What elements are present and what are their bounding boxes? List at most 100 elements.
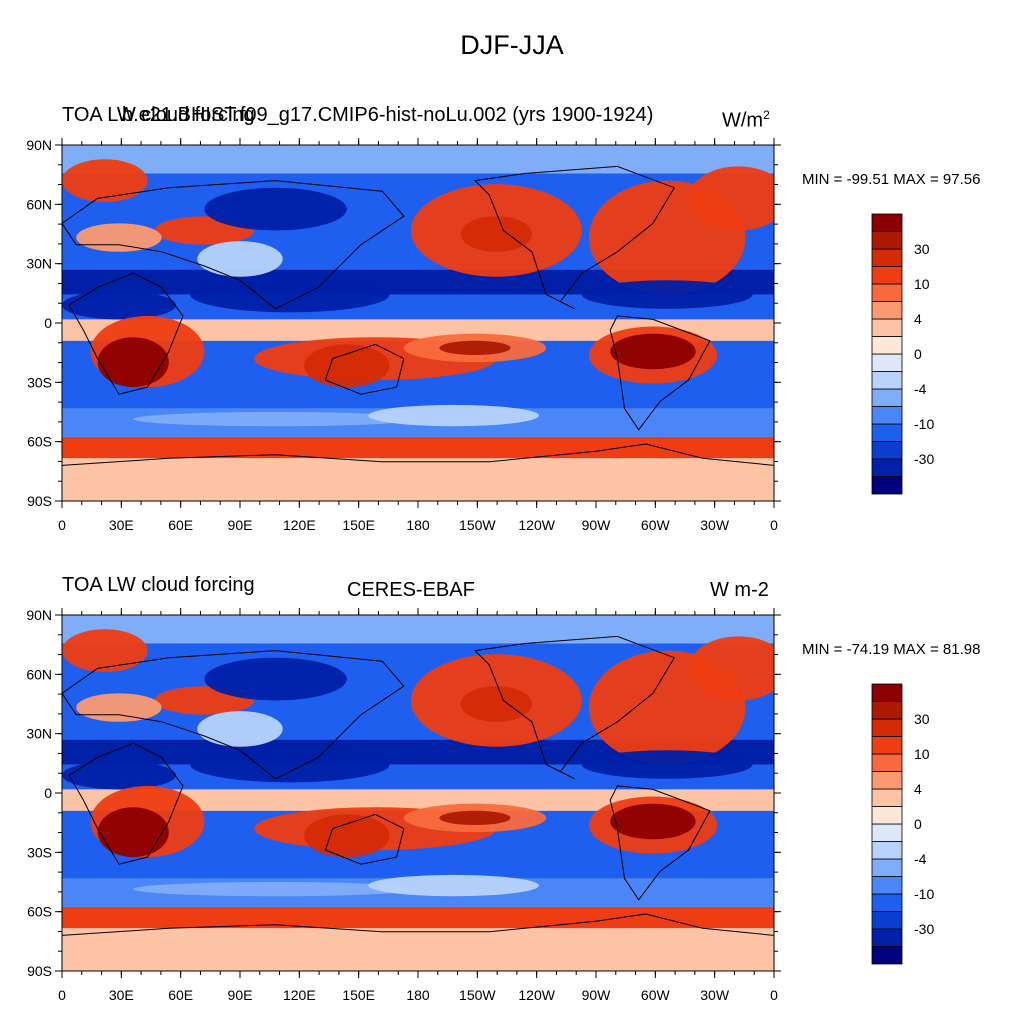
colorbar-2: 30 10 4 0 -4 -10 -30 (871, 683, 934, 965)
field-anomaly (581, 750, 753, 779)
panel1-case-label: b.e21.BHIST.f09_g17.CMIP6-hist-noLu.002 … (122, 104, 654, 126)
lon-tick-label: 30E (109, 987, 134, 1003)
colorbar-swatch (871, 318, 903, 337)
colorbar-label: 4 (914, 781, 922, 797)
field-band (62, 928, 774, 971)
colorbar-swatch (871, 806, 903, 825)
field-anomaly (62, 159, 148, 202)
lon-tick-label: 180 (406, 987, 430, 1003)
lon-tick-label: 150E (342, 987, 375, 1003)
lat-tick-label: 0 (44, 785, 52, 801)
lon-tick-label: 90W (582, 517, 612, 533)
field-anomaly (368, 404, 540, 427)
panel2-variable-label: TOA LW cloud forcing (62, 574, 255, 596)
colorbar-swatch (871, 476, 903, 495)
colorbar-label: 30 (914, 711, 930, 727)
colorbar-swatch (871, 841, 903, 860)
lon-tick-label: 30W (700, 987, 730, 1003)
field-anomaly (197, 711, 283, 747)
colorbar-swatch (871, 388, 903, 407)
colorbar-label: -30 (914, 451, 934, 467)
colorbar-swatch (871, 458, 903, 477)
map-panel-2: 90N 60N 30N 0 30S 60S 90S 0 30E 60E 90E 120E 150E 180… (26, 607, 934, 1003)
lon-tick-label: 60W (641, 987, 671, 1003)
coastline (609, 785, 711, 901)
colorbar-swatch (871, 788, 903, 807)
field-anomaly (197, 241, 283, 277)
lon-tick-label: 0 (58, 987, 66, 1003)
field-anomaly (581, 280, 753, 309)
coastline (62, 180, 405, 310)
coastline (62, 443, 774, 466)
lon-tick-label: 30E (109, 517, 134, 533)
field-anomaly (610, 803, 696, 840)
coastline (324, 813, 405, 865)
colorbar-swatch (871, 371, 903, 390)
colorbar-swatch (871, 753, 903, 772)
field-anomaly (304, 814, 390, 858)
field-band (62, 458, 774, 501)
field-anomaly (204, 187, 347, 231)
coastline (473, 635, 676, 780)
field-anomaly (133, 882, 418, 897)
coastline (324, 343, 405, 395)
lon-tick-label: 120W (518, 517, 555, 533)
map-field (62, 145, 774, 501)
colorbar-1: 30 10 4 0 -4 -10 -30 (871, 213, 934, 495)
lon-tick-label: 180 (406, 517, 430, 533)
colorbar-label: 30 (914, 241, 930, 257)
colorbar-label: -10 (914, 416, 934, 432)
lon-tick-label: 150E (342, 517, 375, 533)
field-anomaly (460, 216, 532, 252)
field-anomaly (688, 166, 774, 231)
lon-tick-label: 120W (518, 987, 555, 1003)
lat-tick-label: 60S (27, 904, 52, 920)
lat-tick-label: 30N (26, 256, 52, 272)
field-band (62, 789, 774, 811)
field-anomaly (133, 412, 418, 427)
field-anomaly (439, 340, 511, 356)
coastline (68, 742, 184, 865)
colorbar-swatch (871, 441, 903, 460)
field-anomaly (62, 760, 176, 790)
field-anomaly (368, 874, 540, 897)
field-anomaly (304, 344, 390, 388)
colorbar-swatch (871, 911, 903, 930)
lat-tick-label: 60N (26, 666, 52, 682)
colorbar-label: 4 (914, 311, 922, 327)
figure-title: DJF-JJA (460, 30, 564, 60)
colorbar-swatch (871, 423, 903, 442)
coastline (609, 315, 711, 431)
panel2-case-label: CERES-EBAF (347, 579, 475, 601)
lon-tick-label: 90W (582, 987, 612, 1003)
lon-tick-label: 0 (770, 517, 778, 533)
lat-tick-label: 30S (27, 844, 52, 860)
panel2-units: W m-2 (710, 579, 769, 601)
field-anomaly (190, 746, 390, 783)
colorbar-swatch (871, 266, 903, 285)
colorbar-label: -10 (914, 886, 934, 902)
colorbar-swatch (871, 231, 903, 250)
lat-tick-label: 60S (27, 434, 52, 450)
field-anomaly (439, 810, 511, 826)
field-anomaly (204, 657, 347, 701)
lat-tick-label: 90S (27, 963, 52, 979)
lon-tick-label: 0 (770, 987, 778, 1003)
colorbar-swatch (871, 823, 903, 842)
lon-tick-label: 120E (283, 987, 316, 1003)
colorbar-swatch (871, 301, 903, 320)
colorbar-label: -30 (914, 921, 934, 937)
lat-tick-label: 90N (26, 137, 52, 153)
colorbar-swatch (871, 876, 903, 895)
lat-tick-label: 60N (26, 196, 52, 212)
field-band (62, 906, 774, 929)
colorbar-swatch (871, 683, 903, 702)
colorbar-label: 10 (914, 276, 930, 292)
field-anomaly (76, 693, 162, 722)
field-anomaly (97, 807, 169, 858)
colorbar-label: -4 (914, 381, 927, 397)
colorbar-swatch (871, 946, 903, 965)
colorbar-swatch (871, 248, 903, 267)
map-panel-1: 90N 60N 30N 0 30S 60S 90S 0 30E 60E 90E 120E 150E 180… (26, 137, 934, 533)
